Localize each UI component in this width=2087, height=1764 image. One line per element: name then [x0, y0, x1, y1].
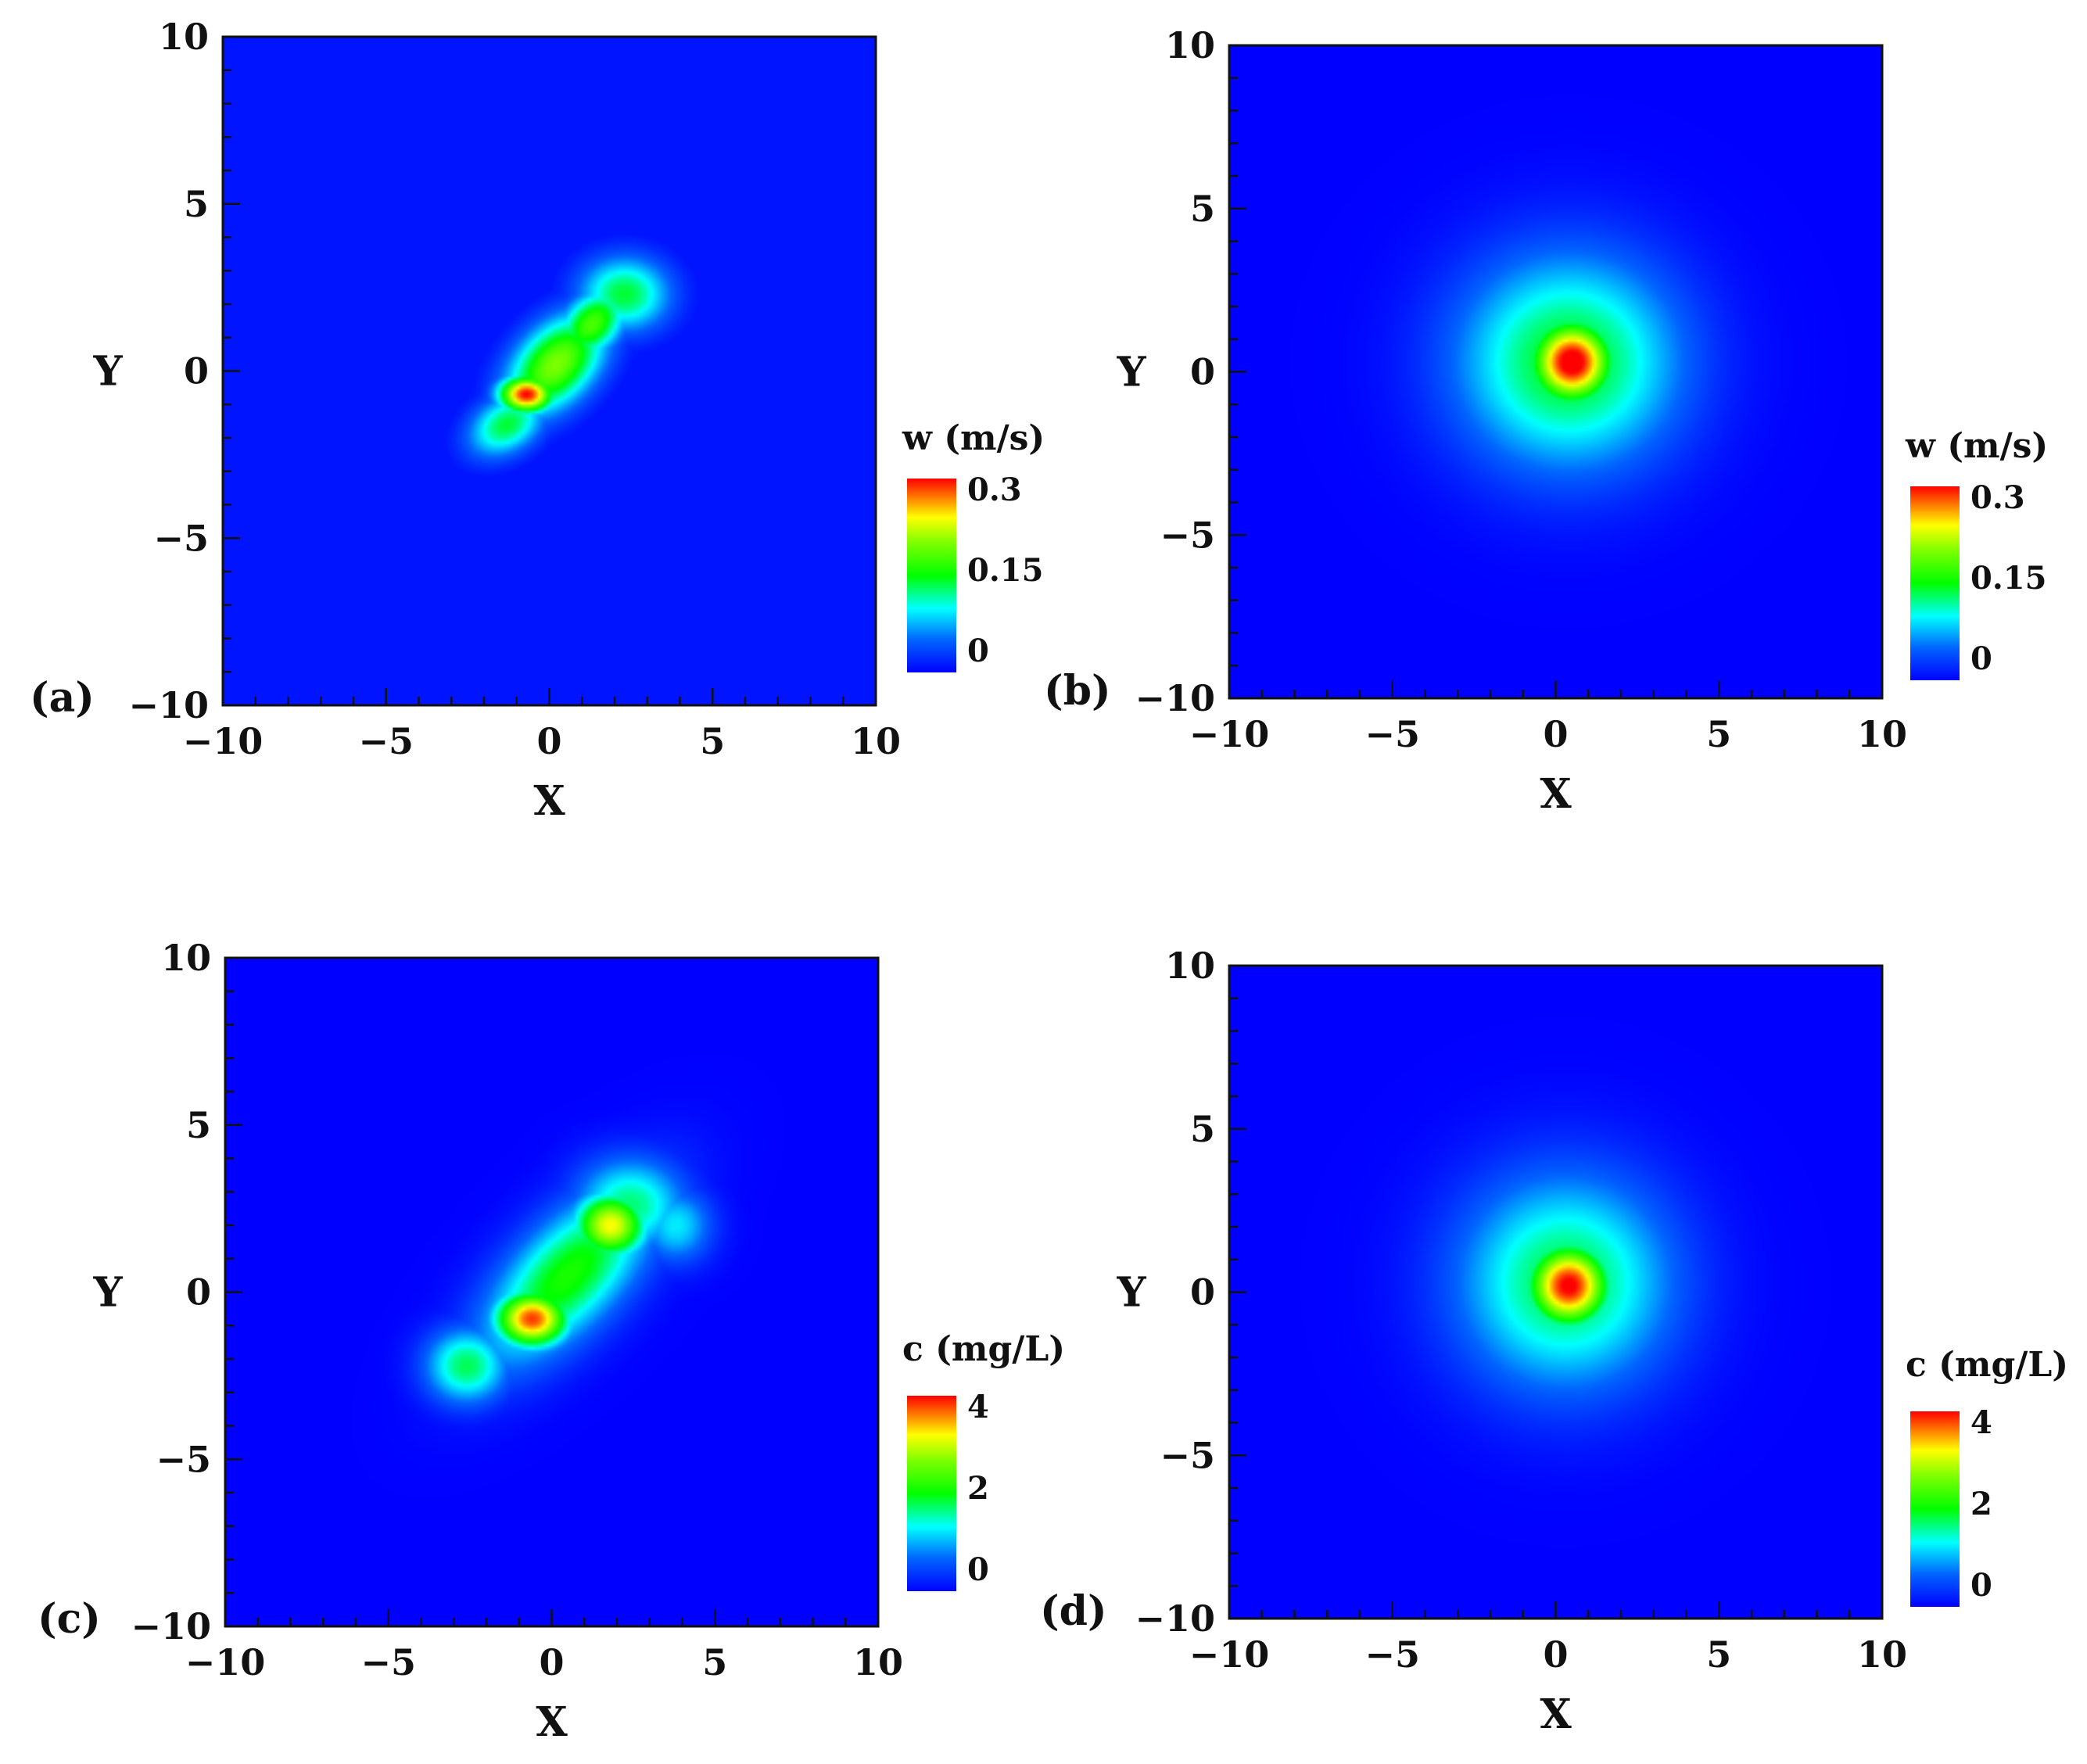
x-tick-label: −10 — [1189, 1633, 1270, 1676]
colorbar-tick-label: 0 — [967, 633, 989, 669]
y-tick-label: 5 — [184, 183, 209, 225]
x-tick-label: 0 — [1543, 1633, 1568, 1676]
x-tick-label: 5 — [702, 1641, 727, 1683]
x-tick-label: −5 — [1364, 713, 1420, 755]
y-tick-label: 10 — [1165, 24, 1215, 66]
y-tick-label: −10 — [1135, 677, 1215, 719]
y-tick-label: −10 — [1135, 1597, 1215, 1640]
x-tick-label: 10 — [853, 1641, 903, 1683]
colorbar-title: w (m/s) — [1905, 426, 2048, 466]
x-tick-label: −5 — [360, 1641, 416, 1683]
y-tick-label: 0 — [1190, 1271, 1215, 1314]
y-tick-label: −10 — [131, 1605, 211, 1647]
x-tick-label: 0 — [539, 1641, 564, 1683]
panel-b: −10−10 −5 −5 0 0 5 5 10 10 X Y (b) w (m/s) 0.3 0.15 0 — [1044, 24, 2048, 818]
y-tick-label: 0 — [186, 1271, 211, 1314]
x-axis-title: X — [1540, 770, 1572, 818]
x-tick-label: 10 — [851, 720, 901, 762]
colorbar-tick-label: 0 — [967, 1551, 989, 1588]
colorbar-tick-label: 0.15 — [1970, 560, 2046, 597]
colorbar-title: c (mg/L) — [1906, 1345, 2068, 1385]
y-tick-label: 5 — [186, 1104, 211, 1146]
panel-label: (d) — [1040, 1587, 1107, 1635]
panel-label: (c) — [38, 1595, 101, 1643]
y-tick-label: −5 — [156, 1438, 211, 1480]
x-axis-title: X — [1540, 1690, 1572, 1738]
colorbar-tick-label: 4 — [967, 1389, 989, 1425]
colorbar — [907, 479, 956, 672]
x-tick-label: 0 — [1543, 713, 1568, 755]
colorbar-title: w (m/s) — [902, 418, 1045, 458]
colorbar — [907, 1396, 956, 1591]
panel-label: (a) — [30, 674, 95, 722]
colorbar-title: c (mg/L) — [902, 1329, 1065, 1369]
colorbar — [1910, 486, 1960, 680]
colorbar-tick-label: 2 — [967, 1470, 989, 1507]
colorbar-tick-label: 4 — [1970, 1404, 1992, 1441]
x-tick-label: 10 — [1857, 1633, 1907, 1676]
colorbar — [1910, 1411, 1960, 1607]
heatmap-image — [1229, 45, 1882, 698]
x-tick-label: 5 — [700, 720, 725, 762]
panel-c: −10−10 −5 −5 0 0 5 5 10 10 X Y (c) c (mg/L) 4 2 0 — [38, 937, 1065, 1746]
y-axis-title: Y — [1116, 349, 1146, 396]
x-axis-title: X — [536, 1698, 568, 1746]
heatmap-image — [1229, 966, 1882, 1619]
heatmap-image — [225, 958, 878, 1626]
y-axis-title: Y — [1116, 1269, 1146, 1317]
y-tick-label: 5 — [1190, 1108, 1215, 1150]
colorbar-tick-label: 2 — [1970, 1486, 1992, 1522]
y-tick-label: 0 — [184, 350, 209, 393]
colorbar-tick-label: 0.3 — [1970, 479, 2025, 516]
x-axis-title: X — [533, 777, 565, 825]
y-tick-label: 10 — [161, 937, 211, 979]
y-axis-title: Y — [92, 1269, 123, 1317]
x-tick-label: −10 — [183, 720, 264, 762]
y-tick-label: 10 — [159, 16, 209, 58]
x-tick-label: −5 — [358, 720, 414, 762]
y-tick-label: 5 — [1190, 188, 1215, 230]
x-tick-label: −10 — [1189, 713, 1270, 755]
panel-d: −10−10 −5 −5 0 0 5 5 10 10 X Y (d) c (mg/L) 4 2 0 — [1040, 945, 2068, 1738]
colorbar-tick-label: 0 — [1970, 1567, 1992, 1604]
y-tick-label: −10 — [128, 684, 209, 726]
x-tick-label: 5 — [1706, 1633, 1731, 1676]
y-tick-label: 10 — [1165, 945, 1215, 987]
panel-label: (b) — [1044, 667, 1111, 715]
x-tick-label: 10 — [1857, 713, 1907, 755]
y-axis-title: Y — [92, 348, 123, 396]
x-tick-label: −10 — [185, 1641, 266, 1683]
colorbar-tick-label: 0 — [1970, 640, 1992, 677]
colorbar-tick-label: 0.15 — [967, 552, 1043, 589]
y-tick-label: 0 — [1190, 351, 1215, 393]
y-tick-label: −5 — [153, 517, 209, 559]
y-tick-label: −5 — [1160, 1434, 1215, 1476]
x-tick-label: −5 — [1364, 1633, 1420, 1676]
heatmap-image — [223, 37, 876, 705]
colorbar-tick-label: 0.3 — [967, 471, 1022, 508]
panel-a: −10−10 −5 −5 0 0 5 5 10 10 X Y (a) w (m/s) 0.3 0.15 0 — [30, 16, 1045, 825]
x-tick-label: 0 — [536, 720, 561, 762]
x-tick-label: 5 — [1706, 713, 1731, 755]
y-tick-label: −5 — [1160, 514, 1215, 556]
